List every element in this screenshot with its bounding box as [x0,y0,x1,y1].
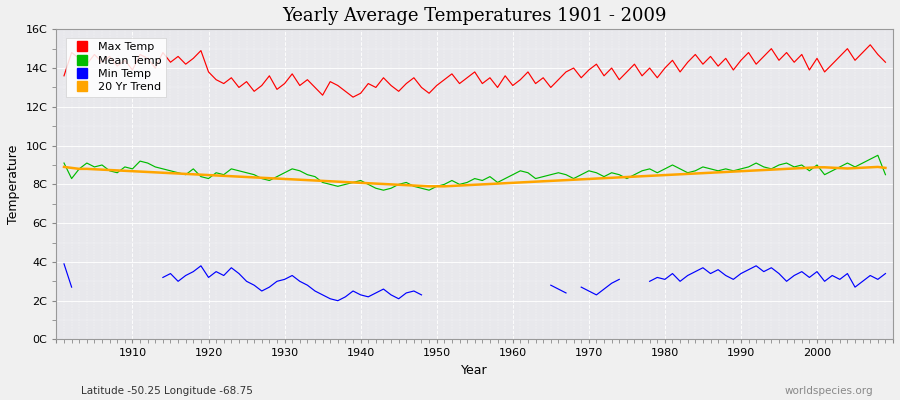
Line: Mean Temp: Mean Temp [64,155,886,190]
20 Yr Trend [880,166,891,170]
20 Yr Trend [287,177,298,182]
Line: 20 Yr Trend: 20 Yr Trend [64,167,886,186]
Mean Temp [378,188,389,192]
Mean Temp [58,161,69,166]
Mean Temp [872,153,883,158]
Title: Yearly Average Temperatures 1901 - 2009: Yearly Average Temperatures 1901 - 2009 [283,7,667,25]
20 Yr Trend [508,180,518,185]
Min Temp [607,281,617,286]
X-axis label: Year: Year [462,364,488,377]
Min Temp [880,271,891,276]
20 Yr Trend [607,175,617,180]
20 Yr Trend [332,179,343,184]
Max Temp [508,83,518,88]
Max Temp [332,83,343,88]
Mean Temp [607,170,617,175]
Max Temp [607,66,617,70]
Max Temp [865,42,876,47]
20 Yr Trend [58,164,69,169]
Max Temp [120,58,130,63]
20 Yr Trend [515,180,526,185]
Max Temp [515,77,526,82]
Y-axis label: Temperature: Temperature [7,145,20,224]
Mean Temp [287,166,298,171]
20 Yr Trend [424,184,435,189]
Max Temp [347,95,358,100]
Line: Max Temp: Max Temp [64,45,886,97]
Mean Temp [120,164,130,169]
Mean Temp [880,172,891,177]
Max Temp [880,60,891,65]
Min Temp [340,294,351,299]
Max Temp [287,72,298,76]
Min Temp [58,262,69,266]
Mean Temp [515,168,526,173]
Min Temp [294,279,305,284]
Text: Latitude -50.25 Longitude -68.75: Latitude -50.25 Longitude -68.75 [81,386,253,396]
Text: worldspecies.org: worldspecies.org [785,386,873,396]
Mean Temp [332,184,343,189]
Legend: Max Temp, Mean Temp, Min Temp, 20 Yr Trend: Max Temp, Mean Temp, Min Temp, 20 Yr Tre… [66,38,166,97]
Mean Temp [508,172,518,177]
Line: Min Temp: Min Temp [64,264,886,301]
20 Yr Trend [120,168,130,173]
Max Temp [58,74,69,78]
